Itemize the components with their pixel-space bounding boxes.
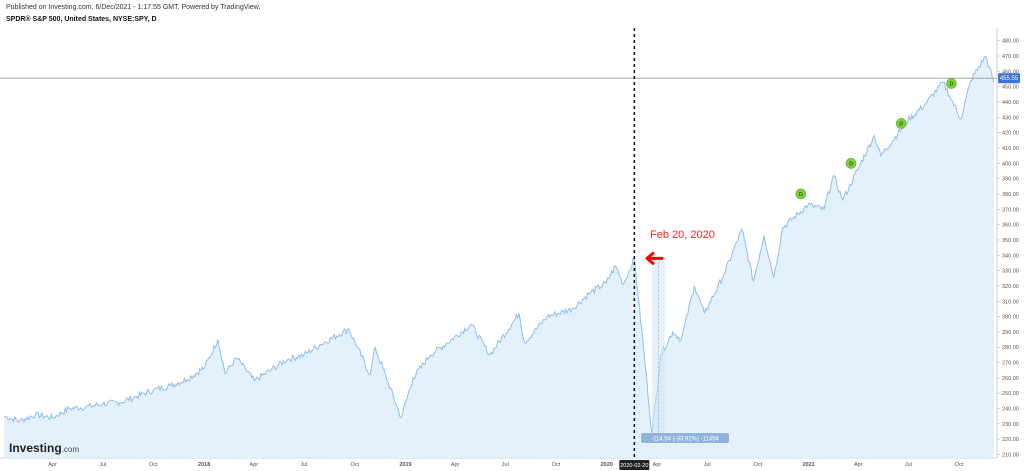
x-tick-label: Oct xyxy=(149,462,158,468)
y-tick-label: 460.00 xyxy=(1002,69,1019,75)
x-tick-label: Jul xyxy=(502,462,509,468)
y-tick-label: 240.00 xyxy=(1002,407,1019,413)
x-tick-label: Apr xyxy=(653,462,662,468)
x-tick-label: Apr xyxy=(48,462,57,468)
date-marker-badge xyxy=(619,460,650,470)
x-tick-label: Jul xyxy=(300,462,307,468)
y-tick-label: 290.00 xyxy=(1002,330,1019,336)
dividend-label: D xyxy=(799,192,803,198)
y-tick-label: 360.00 xyxy=(1002,223,1019,229)
measure-label-box xyxy=(641,433,729,443)
y-tick-label: 430.00 xyxy=(1002,115,1019,121)
y-tick-label: 210.00 xyxy=(1002,453,1019,459)
x-tick-label: Jul xyxy=(99,462,106,468)
dividend-marker xyxy=(795,188,807,200)
dividend-marker xyxy=(946,78,957,89)
x-tick-label: Jul xyxy=(905,462,912,468)
y-tick-label: 270.00 xyxy=(1002,361,1019,367)
y-tick-label: 350.00 xyxy=(1002,238,1019,244)
x-tick-label: 2021 xyxy=(802,462,814,468)
x-tick-label: Apr xyxy=(854,462,863,468)
x-tick-label: Apr xyxy=(250,462,259,468)
y-tick-label: 320.00 xyxy=(1002,284,1019,290)
logo-suffix: .com xyxy=(61,445,80,454)
price-badge xyxy=(998,73,1020,84)
x-tick-label: Oct xyxy=(552,462,561,468)
y-tick-label: 390.00 xyxy=(1002,177,1019,183)
published-note: Published on Investing.com, 6/Dec/2021 -… xyxy=(6,4,261,11)
y-tick-label: 230.00 xyxy=(1002,422,1019,428)
dividend-label: D xyxy=(949,82,953,88)
y-tick-label: 470.00 xyxy=(1002,54,1019,60)
investing-logo: Investing.com xyxy=(9,441,79,455)
y-tick-label: 310.00 xyxy=(1002,299,1019,305)
price-line xyxy=(3,55,995,435)
y-tick-label: 250.00 xyxy=(1002,391,1019,397)
y-tick-label: 280.00 xyxy=(1002,345,1019,351)
price-badge-label: 455.55 xyxy=(1000,76,1019,82)
x-tick-label: Oct xyxy=(955,462,964,468)
annotation-arrow-icon xyxy=(645,251,664,265)
y-tick-label: 370.00 xyxy=(1002,207,1019,213)
dividend-label: D xyxy=(899,121,903,127)
y-tick-label: 300.00 xyxy=(1002,315,1019,321)
x-tick-label: 2018 xyxy=(198,462,210,468)
y-tick-label: 380.00 xyxy=(1002,192,1019,198)
measure-label: -114.54 (-33.92%) -11454 xyxy=(651,437,719,443)
x-tick-label: Oct xyxy=(754,462,763,468)
x-tick-label: Apr xyxy=(451,462,460,468)
y-tick-label: 420.00 xyxy=(1002,131,1019,137)
y-tick-label: 220.00 xyxy=(1002,437,1019,443)
x-tick-label: Oct xyxy=(350,462,359,468)
dividend-marker xyxy=(845,158,857,169)
x-tick-label: 2020 xyxy=(601,462,613,468)
x-tick-label: Jul xyxy=(704,462,711,468)
date-marker-label: 2020-02-20 xyxy=(620,463,648,469)
price-area-fill xyxy=(4,56,994,458)
annotation-label: Feb 20, 2020 xyxy=(650,229,715,241)
y-tick-label: 260.00 xyxy=(1002,376,1019,382)
dividend-marker xyxy=(895,118,907,129)
y-tick-label: 450.00 xyxy=(1002,85,1019,91)
y-tick-label: 410.00 xyxy=(1002,146,1019,152)
dividend-label: D xyxy=(849,161,853,167)
chart-symbol-title: SPDR® S&P 500, United States, NYSE:SPY, … xyxy=(6,16,157,23)
y-tick-label: 440.00 xyxy=(1002,100,1019,106)
y-tick-label: 400.00 xyxy=(1002,161,1019,167)
y-tick-label: 340.00 xyxy=(1002,253,1019,259)
logo-name: Investing xyxy=(9,441,62,455)
y-tick-label: 480.00 xyxy=(1002,39,1019,45)
y-tick-label: 330.00 xyxy=(1002,269,1019,275)
x-tick-label: 2019 xyxy=(399,462,411,468)
